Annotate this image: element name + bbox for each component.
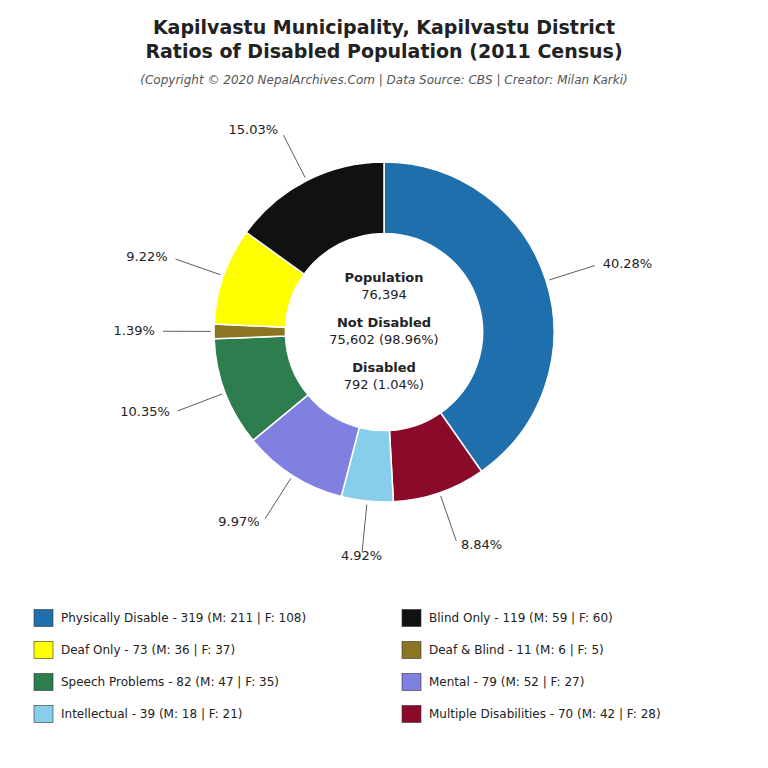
center-label: Population [344, 270, 423, 285]
leader-line [175, 259, 220, 275]
leader-line [178, 394, 222, 411]
data-label: 8.84% [461, 537, 502, 552]
slice [214, 336, 308, 440]
legend-label: Physically Disable - 319 (M: 211 | F: 10… [61, 611, 306, 625]
title: Ratios of Disabled Population (2011 Cens… [145, 40, 622, 62]
slice [246, 162, 384, 274]
slice [389, 413, 481, 502]
legend-swatch [34, 706, 53, 723]
donut [214, 162, 554, 502]
data-label: 15.03% [229, 122, 279, 137]
leader-line [362, 505, 367, 552]
data-labels: 40.28% 8.84% 4.92% 9.97% 10.35% 1.39% 9.22% 15.… [114, 122, 653, 563]
legend-swatch [402, 674, 421, 691]
data-label: 9.22% [126, 249, 167, 264]
legend-swatch [34, 642, 53, 659]
center-label: Not Disabled [337, 315, 431, 330]
center-label: Disabled [352, 360, 416, 375]
legend-label: Deaf Only - 73 (M: 36 | F: 37) [61, 643, 235, 657]
subtitle: (Copyright © 2020 NepalArchives.Com | Da… [140, 73, 627, 87]
legend-label: Mental - 79 (M: 52 | F: 27) [429, 675, 584, 689]
leader-line [265, 478, 291, 518]
legend-label: Blind Only - 119 (M: 59 | F: 60) [429, 611, 613, 625]
legend-label: Deaf & Blind - 11 (M: 6 | F: 5) [429, 643, 604, 657]
center-label: 76,394 [361, 287, 407, 302]
legend-swatch [402, 610, 421, 627]
legend-swatch [34, 674, 53, 691]
legend-label: Multiple Disabilities - 70 (M: 42 | F: 2… [429, 707, 661, 721]
legend-label: Intellectual - 39 (M: 18 | F: 21) [61, 707, 243, 721]
leader-line [549, 266, 594, 280]
leader-line [283, 135, 305, 177]
legend: Physically Disable - 319 (M: 211 | F: 10… [34, 610, 661, 723]
title: Kapilvastu Municipality, Kapilvastu Dist… [153, 16, 615, 38]
leader-line [441, 496, 457, 541]
data-label: 9.97% [218, 514, 259, 529]
data-label: 10.35% [120, 404, 170, 419]
legend-swatch [402, 706, 421, 723]
center-label: 792 (1.04%) [344, 377, 424, 392]
data-label: 4.92% [341, 548, 382, 563]
legend-label: Speech Problems - 82 (M: 47 | F: 35) [61, 675, 279, 689]
data-label: 1.39% [114, 323, 155, 338]
leader-line [163, 331, 211, 332]
legend-swatch [34, 610, 53, 627]
center-label: 75,602 (98.96%) [329, 332, 438, 347]
data-label: 40.28% [603, 256, 653, 271]
legend-swatch [402, 642, 421, 659]
chart: Kapilvastu Municipality, Kapilvastu Dist… [0, 0, 768, 768]
center-text: Population 76,394 Not Disabled 75,602 (98.9… [329, 270, 438, 393]
